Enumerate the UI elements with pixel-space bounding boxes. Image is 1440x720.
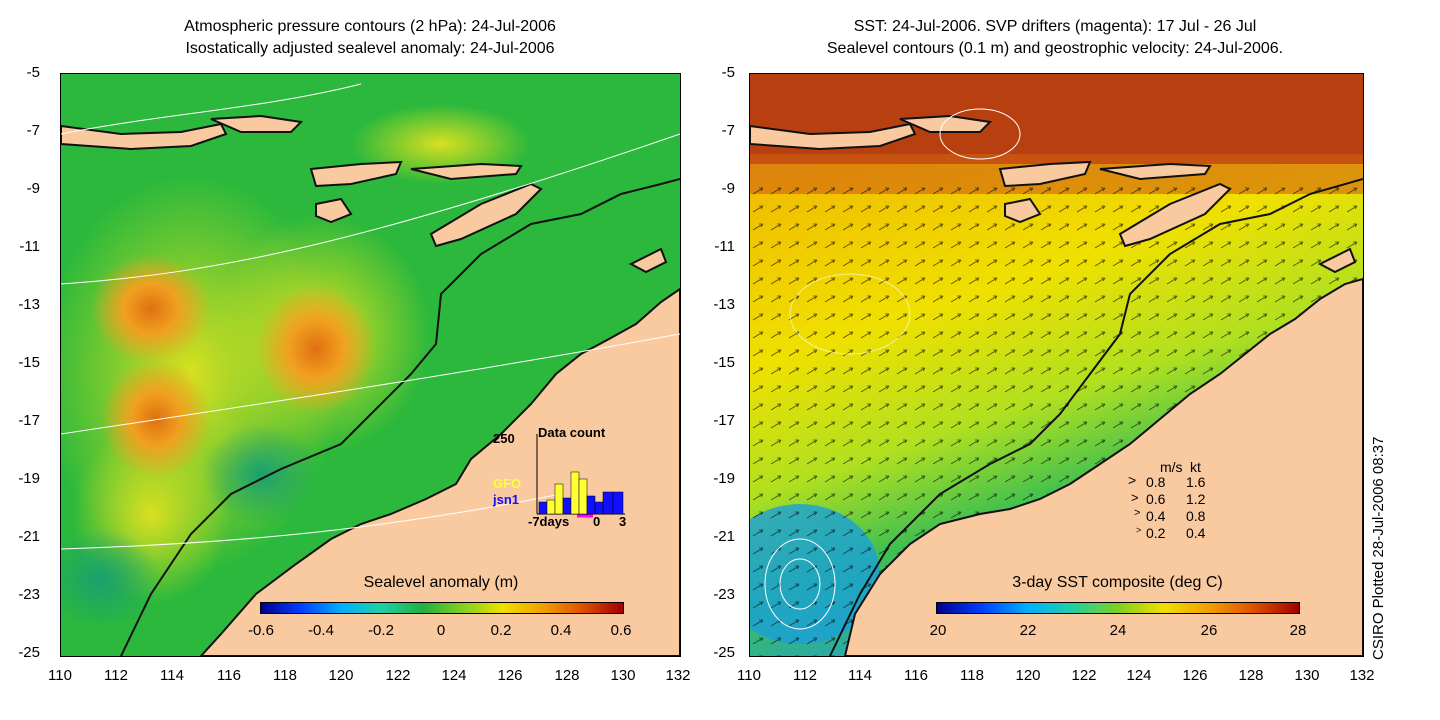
sla-colorbar-tick: 0.2 <box>490 622 512 639</box>
left-y-tick: -25 <box>18 644 40 661</box>
data-count-xlabel-zero: 0 <box>593 514 601 529</box>
data-count-legend-gfo: GFO <box>493 476 522 491</box>
sla-colorbar-tick: -0.4 <box>308 622 334 639</box>
left-y-tick: -5 <box>26 64 40 81</box>
velocity-legend-ms: 0.6 <box>1146 491 1166 507</box>
left-x-tick: 116 <box>217 667 241 684</box>
right-y-tick: -23 <box>713 586 735 603</box>
velocity-legend-ms: 0.4 <box>1146 508 1166 524</box>
right-y-tick: -9 <box>721 180 735 197</box>
sst-colorbar-tick: 24 <box>1109 622 1127 639</box>
velocity-legend-header-ms: m/s <box>1160 459 1183 475</box>
left-x-tick: 126 <box>497 667 523 684</box>
left-x-tick: 122 <box>385 667 411 684</box>
left-y-tick: -11 <box>19 238 40 255</box>
velocity-legend-kt: 0.4 <box>1186 525 1206 541</box>
credit-label: CSIRO Plotted 28-Jul-2006 08:37 <box>1370 436 1387 660</box>
right-x-tick: 118 <box>960 667 984 684</box>
right-x-tick: 124 <box>1126 667 1152 684</box>
left-y-tick: -23 <box>18 586 40 603</box>
velocity-legend-arrow: > <box>1131 490 1139 505</box>
sst-map: m/s kt > 0.8 1.6 > 0.6 1.2 > 0.4 0.8 > 0… <box>749 73 1364 657</box>
sst-colorbar-tick: 22 <box>1019 622 1037 639</box>
left-x-tick: 120 <box>328 667 354 684</box>
velocity-legend-arrow: > <box>1128 472 1137 488</box>
right-x-tick: 132 <box>1349 667 1375 684</box>
right-x-tick: 112 <box>793 667 817 684</box>
right-x-tick: 114 <box>848 667 872 684</box>
left-title-line2: Isostatically adjusted sealevel anomaly:… <box>185 40 555 57</box>
data-count-xlabel-end: 3 <box>619 514 627 529</box>
right-y-tick: -19 <box>713 470 735 487</box>
right-y-tick: -5 <box>721 64 735 81</box>
data-count-legend-jsn1: jsn1 <box>493 492 520 507</box>
right-x-tick: 110 <box>737 667 761 684</box>
sealevel-anomaly-map: 250 Data count GFO jsn1 -7days 0 3 Seale… <box>60 73 681 657</box>
velocity-legend-ms: 0.2 <box>1146 525 1166 541</box>
sst-colorbar-tick: 28 <box>1289 622 1307 639</box>
sst-field <box>750 74 1363 656</box>
right-y-tick: -13 <box>713 296 735 313</box>
right-y-tick: -11 <box>714 238 735 255</box>
left-y-tick: -7 <box>26 122 40 139</box>
sst-colorbar-tick: 20 <box>929 622 947 639</box>
data-count-max-label: 250 <box>493 431 515 446</box>
sla-colorbar-tick: 0 <box>436 622 446 639</box>
left-y-tick: -9 <box>26 180 40 197</box>
right-y-tick: -15 <box>713 354 735 371</box>
left-x-tick: 118 <box>273 667 297 684</box>
velocity-legend-kt: 0.8 <box>1186 508 1206 524</box>
data-count-histogram <box>536 434 625 518</box>
left-y-tick: -15 <box>18 354 40 371</box>
velocity-legend-kt: 1.2 <box>1186 491 1206 507</box>
left-x-tick: 130 <box>610 667 636 684</box>
left-title-line1: Atmospheric pressure contours (2 hPa): 2… <box>184 18 556 35</box>
velocity-legend-header-kt: kt <box>1190 459 1201 475</box>
left-x-tick: 114 <box>160 667 184 684</box>
right-x-tick: 116 <box>904 667 928 684</box>
sla-colorbar <box>260 602 624 614</box>
left-x-tick: 110 <box>48 667 72 684</box>
left-x-tick: 124 <box>441 667 467 684</box>
sla-colorbar-tick: -0.2 <box>368 622 394 639</box>
sst-colorbar <box>936 602 1300 614</box>
left-y-tick: -17 <box>18 412 40 429</box>
left-x-tick: 132 <box>665 667 691 684</box>
left-x-tick: 128 <box>554 667 580 684</box>
right-x-tick: 128 <box>1238 667 1264 684</box>
sst-colorbar-tick: 26 <box>1200 622 1218 639</box>
velocity-legend-arrow: > <box>1134 507 1141 519</box>
right-y-tick: -25 <box>713 644 735 661</box>
right-x-tick: 130 <box>1294 667 1320 684</box>
sealevel-anomaly-field <box>61 74 680 656</box>
sst-colorbar-title: 3-day SST composite (deg C) <box>1012 574 1223 591</box>
right-y-tick: -17 <box>713 412 735 429</box>
velocity-legend-ms: 0.8 <box>1146 474 1166 490</box>
right-y-tick: -21 <box>713 528 735 545</box>
right-title-line2: Sealevel contours (0.1 m) and geostrophi… <box>826 40 1284 57</box>
sla-colorbar-tick: 0.6 <box>610 622 632 639</box>
left-y-tick: -19 <box>18 470 40 487</box>
right-x-tick: 122 <box>1071 667 1097 684</box>
right-x-tick: 120 <box>1015 667 1041 684</box>
left-y-tick: -13 <box>18 296 40 313</box>
data-count-xlabel-start: -7days <box>528 514 570 529</box>
velocity-legend-kt: 1.6 <box>1186 474 1206 490</box>
right-y-tick: -7 <box>721 122 735 139</box>
left-x-tick: 112 <box>104 667 128 684</box>
sla-colorbar-tick: -0.6 <box>248 622 274 639</box>
velocity-legend-arrow: > <box>1136 525 1142 535</box>
right-title-line1: SST: 24-Jul-2006. SVP drifters (magenta)… <box>853 18 1257 35</box>
right-x-tick: 126 <box>1182 667 1208 684</box>
sla-colorbar-title: Sealevel anomaly (m) <box>363 574 519 591</box>
sla-colorbar-tick: 0.4 <box>550 622 572 639</box>
data-count-title: Data count <box>538 425 606 440</box>
left-y-tick: -21 <box>18 528 40 545</box>
